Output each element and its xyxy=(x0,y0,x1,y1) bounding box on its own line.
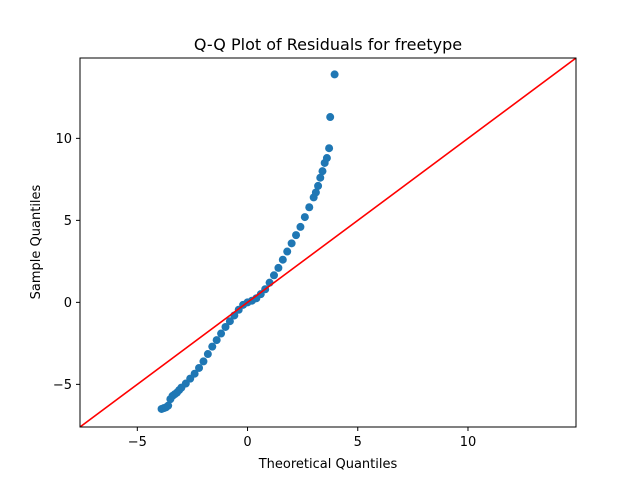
data-point xyxy=(305,203,314,212)
data-point xyxy=(326,113,335,122)
data-point xyxy=(318,167,327,176)
data-point xyxy=(325,144,334,153)
data-point xyxy=(283,247,292,256)
data-point xyxy=(164,401,173,410)
y-tick-label: −5 xyxy=(53,378,72,393)
data-point xyxy=(269,271,278,280)
plot-frame xyxy=(79,57,577,428)
x-tick-label: 10 xyxy=(460,435,477,450)
data-point xyxy=(322,154,331,163)
data-point xyxy=(199,357,208,366)
x-axis-label: Theoretical Quantiles xyxy=(258,457,398,472)
y-axis-label: Sample Quantiles xyxy=(29,184,44,299)
data-point xyxy=(330,70,339,79)
data-point xyxy=(208,342,217,351)
x-tick-label: 0 xyxy=(243,435,251,450)
x-tick-label: 5 xyxy=(354,435,362,450)
data-point xyxy=(274,263,283,272)
y-tick-label: 0 xyxy=(64,296,72,311)
data-point xyxy=(217,329,226,338)
data-point xyxy=(292,231,301,240)
data-point xyxy=(278,255,287,264)
data-point xyxy=(225,317,234,326)
data-point xyxy=(212,336,221,345)
data-point xyxy=(195,363,204,372)
reference-line xyxy=(80,58,576,427)
data-point xyxy=(300,213,309,222)
data-point xyxy=(314,181,323,190)
data-point xyxy=(311,188,320,197)
chart-title: Q-Q Plot of Residuals for freetype xyxy=(194,35,462,54)
data-point xyxy=(287,239,296,248)
data-point xyxy=(296,222,305,231)
data-point xyxy=(221,322,230,331)
data-point xyxy=(203,350,212,359)
data-point xyxy=(190,369,199,378)
x-tick-label: −5 xyxy=(128,435,147,450)
y-tick-label: 10 xyxy=(55,132,72,147)
data-point xyxy=(316,173,325,182)
y-tick-label: 5 xyxy=(64,214,72,229)
